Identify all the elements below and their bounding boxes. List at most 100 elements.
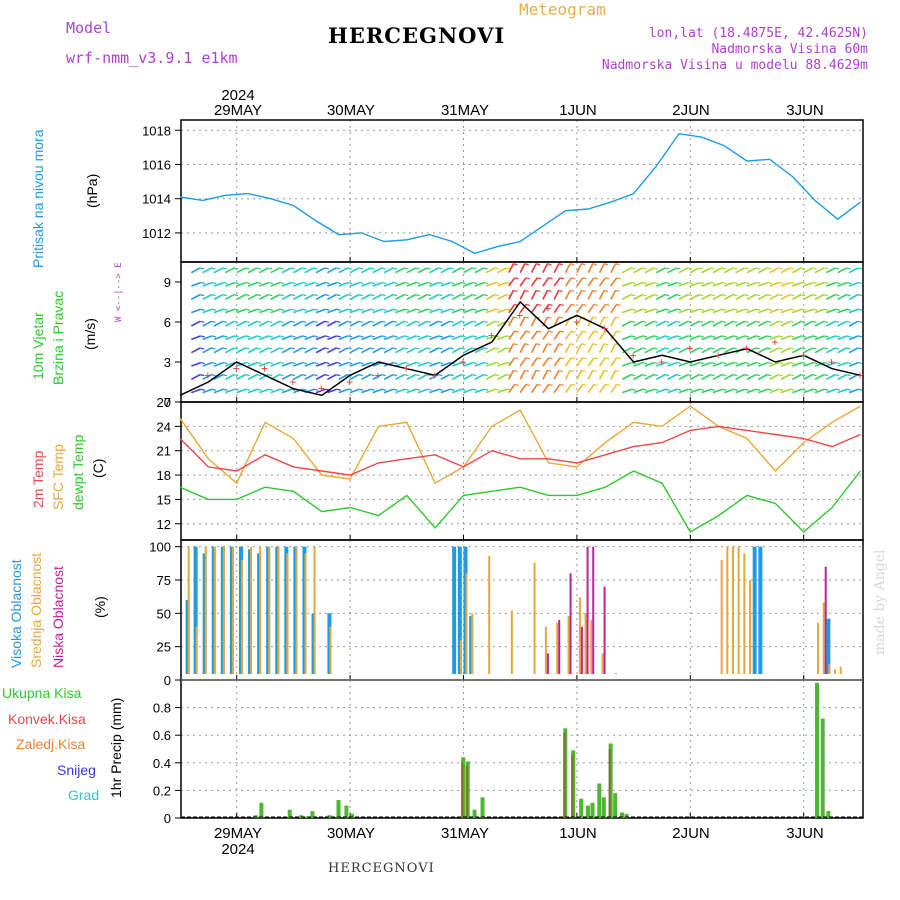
wind-barb bbox=[395, 281, 406, 287]
wind-barb-flag bbox=[245, 281, 251, 285]
wind-barb bbox=[327, 373, 337, 381]
cloud-bar bbox=[569, 573, 572, 674]
wind-barb-flag bbox=[200, 281, 205, 285]
wind-barb-flag bbox=[495, 361, 500, 365]
wind-barb-flag bbox=[245, 320, 250, 323]
wind-barb-flag bbox=[699, 281, 704, 285]
wind-barb bbox=[338, 388, 349, 394]
wind-barb-flag bbox=[778, 347, 783, 350]
wind-barb-flag bbox=[415, 374, 420, 377]
wind-barb bbox=[440, 361, 451, 367]
wind-barb-flag bbox=[733, 388, 738, 391]
wind-barb-flag bbox=[358, 374, 364, 377]
total-precip-bar bbox=[585, 805, 590, 818]
wind-barb-flag bbox=[687, 347, 692, 350]
wind-barb-flag bbox=[721, 267, 726, 270]
wind-barb-flag bbox=[324, 374, 330, 377]
wind-barb bbox=[848, 320, 859, 327]
wind-barb-flag bbox=[547, 316, 552, 319]
wind-barb-flag bbox=[654, 361, 659, 365]
wind-barb-flag bbox=[291, 281, 296, 285]
wind-barb bbox=[361, 293, 371, 301]
wind-barb-flag bbox=[744, 308, 750, 311]
wind-barb-flag bbox=[279, 335, 285, 338]
wind-barb-flag bbox=[687, 267, 692, 270]
wind-barb bbox=[712, 281, 723, 287]
wind-barb bbox=[259, 267, 269, 274]
wind-barb bbox=[701, 267, 711, 274]
wind-barb-flag bbox=[654, 281, 659, 285]
wind-barb bbox=[440, 347, 451, 354]
wind-barb-flag bbox=[525, 330, 531, 333]
wind-barb-flag bbox=[449, 320, 454, 323]
wind-barb-flag bbox=[603, 343, 609, 346]
y-tick-label: 50 bbox=[157, 606, 171, 621]
gust-marker: + bbox=[431, 368, 438, 382]
wind-barb-flag bbox=[325, 361, 330, 365]
wind-barb-flag bbox=[631, 335, 636, 338]
cloud-bar bbox=[533, 562, 536, 674]
wind-barb-flag bbox=[268, 281, 273, 285]
wind-barb-flag bbox=[857, 347, 863, 350]
wind-barb bbox=[780, 308, 791, 314]
wind-barb-flag bbox=[211, 294, 216, 297]
wind-barb bbox=[769, 373, 779, 381]
wind-barb bbox=[247, 388, 258, 394]
wind-barb bbox=[735, 267, 745, 274]
cloud-bar bbox=[586, 546, 589, 674]
wind-barb-flag bbox=[392, 374, 398, 377]
wind-barb-flag bbox=[472, 281, 478, 285]
wind-barb bbox=[281, 320, 292, 327]
wind-barb-flag bbox=[699, 308, 704, 311]
wind-barb bbox=[259, 388, 270, 394]
cloud-bar bbox=[743, 553, 746, 674]
wind-barb-flag bbox=[559, 303, 565, 307]
cloud-bar bbox=[295, 546, 298, 674]
wind-barb-flag bbox=[223, 281, 228, 285]
wind-barb-flag bbox=[582, 357, 587, 360]
cloud-bar bbox=[824, 566, 827, 674]
wind-barb bbox=[293, 281, 304, 287]
wind-barb-flag bbox=[438, 361, 444, 365]
wind-barb bbox=[678, 267, 689, 274]
total-precip-bar bbox=[624, 813, 629, 818]
wind-barb bbox=[803, 281, 814, 287]
cloud-bar bbox=[558, 620, 561, 674]
wind-barb-flag bbox=[347, 294, 352, 297]
wind-barb-flag bbox=[676, 361, 682, 365]
wind-speed-line bbox=[179, 300, 861, 397]
wind-barb bbox=[564, 277, 572, 287]
wind-barb bbox=[383, 267, 394, 274]
wind-barb bbox=[497, 281, 508, 287]
wind-barb bbox=[485, 347, 496, 354]
wind-barb bbox=[236, 347, 246, 354]
wind-barb-flag bbox=[211, 335, 217, 338]
wind-barb-flag bbox=[559, 277, 565, 280]
wind-barb-flag bbox=[268, 308, 273, 311]
wind-barb-flag bbox=[698, 320, 704, 323]
panel-frame bbox=[180, 401, 864, 541]
wind-barb bbox=[644, 373, 655, 381]
wind-barb bbox=[463, 320, 473, 327]
wind-barb-flag bbox=[426, 294, 432, 297]
wind-barb-flag bbox=[484, 335, 489, 338]
wind-barb-flag bbox=[256, 374, 262, 377]
wind-barb bbox=[826, 388, 837, 394]
wind-barb-flag bbox=[710, 281, 716, 285]
wind-barb-flag bbox=[744, 335, 750, 338]
wind-barb bbox=[814, 308, 825, 314]
wind-barb bbox=[757, 347, 768, 354]
wind-barb bbox=[690, 308, 700, 314]
wind-barb bbox=[644, 335, 655, 341]
wind-barb bbox=[712, 320, 723, 327]
wind-barb-flag bbox=[767, 294, 772, 297]
wind-barb bbox=[440, 373, 451, 381]
wind-barb-flag bbox=[416, 361, 421, 365]
wind-barb-flag bbox=[222, 320, 227, 323]
wind-barb-flag bbox=[593, 303, 599, 307]
wind-barb bbox=[837, 373, 847, 381]
wind-barb bbox=[848, 293, 859, 301]
wind-barb-flag bbox=[744, 388, 750, 391]
wind-barb bbox=[735, 308, 746, 314]
wind-barb-flag bbox=[268, 320, 273, 323]
